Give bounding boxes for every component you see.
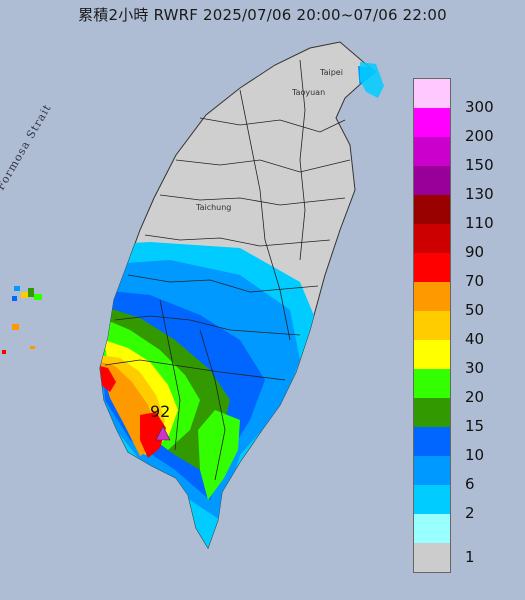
legend-swatch [414,166,450,195]
map-title: 累積2小時 RWRF 2025/07/06 20:00~07/06 22:00 [78,6,447,24]
place-label-taoyuan: Taoyuan [292,88,326,97]
rain-area-20mm-east [198,410,240,500]
legend-label: 40 [465,330,485,348]
legend-swatch [414,311,450,340]
legend-swatch [414,137,450,166]
rain-area-north-coast [360,62,384,98]
place-label-taipei: Taipei [320,68,343,77]
legend-swatch [414,456,450,485]
place-label-taichung: Taichung [196,203,232,212]
county-boundaries [104,59,351,481]
legend-label: 6 [465,475,475,493]
legend-swatch [414,253,450,282]
penghu-islands [2,286,42,354]
legend-swatch [414,543,450,572]
legend-label: 90 [465,243,485,261]
rain-area-70mm [140,412,166,458]
rain-area-70mm-b [100,366,116,392]
legend-swatch [414,108,450,137]
legend-color-bar [413,78,451,573]
legend-label: 200 [465,127,494,145]
legend-swatch [414,282,450,311]
legend-swatch [414,398,450,427]
legend-swatch [414,195,450,224]
legend-swatch [414,514,450,543]
legend-label: 15 [465,417,485,435]
legend-label: 1 [465,548,475,566]
legend-swatch [414,79,450,108]
max-rainfall-marker [155,425,171,441]
legend-label: 50 [465,301,485,319]
max-rainfall-value: 92 [150,402,171,421]
legend-label: 110 [465,214,494,232]
legend-swatch [414,427,450,456]
legend-label: 20 [465,388,485,406]
legend-label: 130 [465,185,494,203]
legend-label: 300 [465,98,494,116]
legend-label: 150 [465,156,494,174]
legend-swatch [414,224,450,253]
legend-label: 2 [465,504,475,522]
legend-swatch [414,369,450,398]
legend-label: 30 [465,359,485,377]
legend-swatch [414,485,450,514]
legend-label: 10 [465,446,485,464]
legend-label: 70 [465,272,485,290]
legend-swatch [414,340,450,369]
